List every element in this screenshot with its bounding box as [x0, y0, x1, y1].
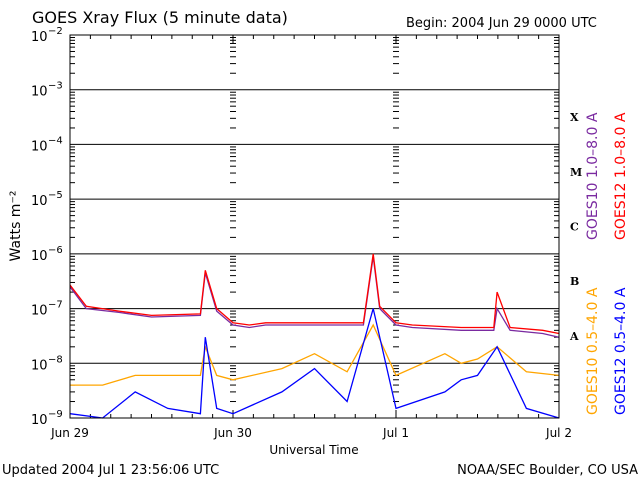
y-tick-label: 10 −4	[31, 135, 63, 154]
y-tick-base: 10	[31, 249, 48, 264]
y-tick-base: 10	[31, 413, 48, 428]
chart-title: GOES Xray Flux (5 minute data)	[32, 8, 288, 27]
x-axis-title: Universal Time	[269, 443, 358, 457]
y-tick-base: 10	[31, 194, 48, 209]
y-tick-label: 10 −6	[31, 245, 63, 264]
legend-entry: GOES10 0.5–4.0 A	[585, 287, 601, 415]
legend-entry: GOES12 1.0–8.0 A	[613, 112, 629, 240]
y-tick-exponent: −3	[48, 81, 63, 92]
y-tick-base: 10	[31, 304, 48, 319]
plot-frame	[69, 34, 560, 419]
flare-class-label: B	[570, 275, 579, 288]
plot-grid	[70, 89, 559, 364]
data-series	[69, 253, 560, 419]
y-tick-label: 10 −9	[31, 409, 63, 428]
y-tick-exponent: −6	[48, 245, 63, 256]
axis-ticks	[69, 35, 560, 418]
y-tick-base: 10	[31, 30, 48, 45]
series-line	[70, 323, 560, 386]
flare-class-label: A	[569, 330, 579, 343]
y-tick-exponent: −5	[48, 190, 63, 201]
x-tick-label: Jul 2	[545, 426, 572, 440]
x-tick-label: Jul 1	[382, 426, 409, 440]
y-tick-label: 10 −5	[31, 190, 63, 209]
y-tick-exponent: −4	[48, 135, 63, 146]
series-line	[69, 308, 560, 419]
x-axis-labels: Jun 29 Jun 30 Jul 1 Jul 2	[50, 426, 572, 440]
y-tick-base: 10	[31, 139, 48, 154]
flare-class-label: C	[570, 221, 579, 234]
credit-text: NOAA/SEC Boulder, CO USA	[457, 463, 638, 478]
y-axis-title: Watts m⁻²	[8, 191, 24, 262]
series-line	[69, 256, 560, 338]
y-tick-exponent: −8	[48, 354, 63, 365]
flare-class-labels: X M C B A	[569, 111, 582, 343]
legend: GOES10 1.0–8.0 A GOES12 1.0–8.0 A GOES10 0…	[585, 112, 629, 415]
flare-class-label: M	[570, 166, 582, 179]
y-tick-base: 10	[31, 358, 48, 373]
updated-timestamp: Updated 2004 Jul 1 23:56:06 UTC	[2, 463, 219, 478]
flare-class-label: X	[570, 111, 579, 124]
y-tick-base: 10	[31, 85, 48, 100]
y-tick-exponent: −2	[48, 26, 63, 37]
y-tick-label: 10 −8	[31, 354, 63, 373]
y-tick-exponent: −7	[48, 300, 63, 311]
y-tick-label: 10 −7	[31, 300, 63, 319]
x-tick-label: Jun 29	[50, 426, 89, 440]
x-tick-label: Jun 30	[213, 426, 252, 440]
series-line	[69, 253, 560, 335]
y-tick-exponent: −9	[48, 409, 63, 420]
legend-entry: GOES12 0.5–4.0 A	[613, 287, 629, 415]
begin-time: Begin: 2004 Jun 29 0000 UTC	[406, 16, 597, 31]
y-axis-labels: 10−210−310−410−510−610−710−810−9	[31, 26, 63, 428]
legend-entry: GOES10 1.0–8.0 A	[585, 112, 601, 240]
y-tick-label: 10 −2	[31, 26, 63, 45]
y-tick-label: 10 −3	[31, 81, 63, 100]
